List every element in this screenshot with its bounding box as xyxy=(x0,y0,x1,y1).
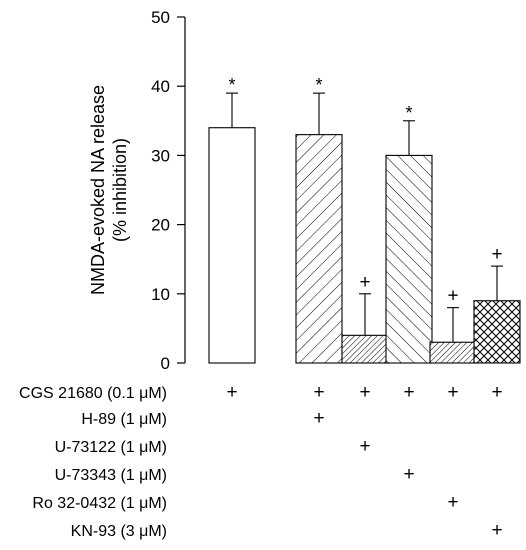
y-tick-label: 10 xyxy=(151,285,170,304)
treatment-table: CGS 21680 (0.1 μM) + + + + + + H-89 (1 μM) + U-73… xyxy=(19,382,503,541)
treatment-label: U-73343 (1 μM) xyxy=(55,467,167,484)
treatment-mark: + xyxy=(226,382,237,403)
y-tick-label: 40 xyxy=(151,77,170,96)
treatment-label: KN-93 (3 μM) xyxy=(71,523,167,540)
treatment-mark: + xyxy=(403,464,414,485)
y-tick-label: 20 xyxy=(151,216,170,235)
treatment-mark: + xyxy=(491,520,502,541)
bar xyxy=(429,341,477,364)
y-axis-ticks: 0 10 20 30 40 50 xyxy=(151,8,185,373)
bar xyxy=(208,127,256,364)
treatment-label: CGS 21680 (0.1 μM) xyxy=(19,385,167,402)
treatment-mark: + xyxy=(359,436,370,457)
bar xyxy=(385,154,433,364)
treatment-mark: + xyxy=(313,408,324,429)
treatment-label: Ro 32-0432 (1 μM) xyxy=(32,495,167,512)
bar xyxy=(473,300,521,364)
significance-mark: + xyxy=(491,244,502,265)
bar xyxy=(295,134,343,364)
treatment-mark: + xyxy=(447,492,458,513)
bars: * * + * + + xyxy=(208,75,521,364)
treatment-mark: + xyxy=(403,382,414,403)
bar xyxy=(341,334,389,364)
treatment-label: U-73122 (1 μM) xyxy=(55,439,167,456)
treatment-mark: + xyxy=(447,382,458,403)
significance-mark: * xyxy=(315,75,322,95)
treatment-label: H-89 (1 μM) xyxy=(81,411,167,428)
y-tick-label: 50 xyxy=(151,8,170,27)
y-axis-title: NMDA-evoked NA release (% inhibition) xyxy=(88,85,130,295)
significance-mark: * xyxy=(405,103,412,123)
treatment-mark: + xyxy=(313,382,324,403)
significance-mark: + xyxy=(447,286,458,307)
y-axis-title-line-1: NMDA-evoked NA release xyxy=(88,85,108,295)
y-tick-label: 0 xyxy=(161,354,170,373)
significance-mark: + xyxy=(359,272,370,293)
y-axis-title-line-2: (% inhibition) xyxy=(110,138,130,242)
y-tick-label: 30 xyxy=(151,146,170,165)
treatment-mark: + xyxy=(491,382,502,403)
significance-mark: * xyxy=(228,75,235,95)
treatment-mark: + xyxy=(359,382,370,403)
